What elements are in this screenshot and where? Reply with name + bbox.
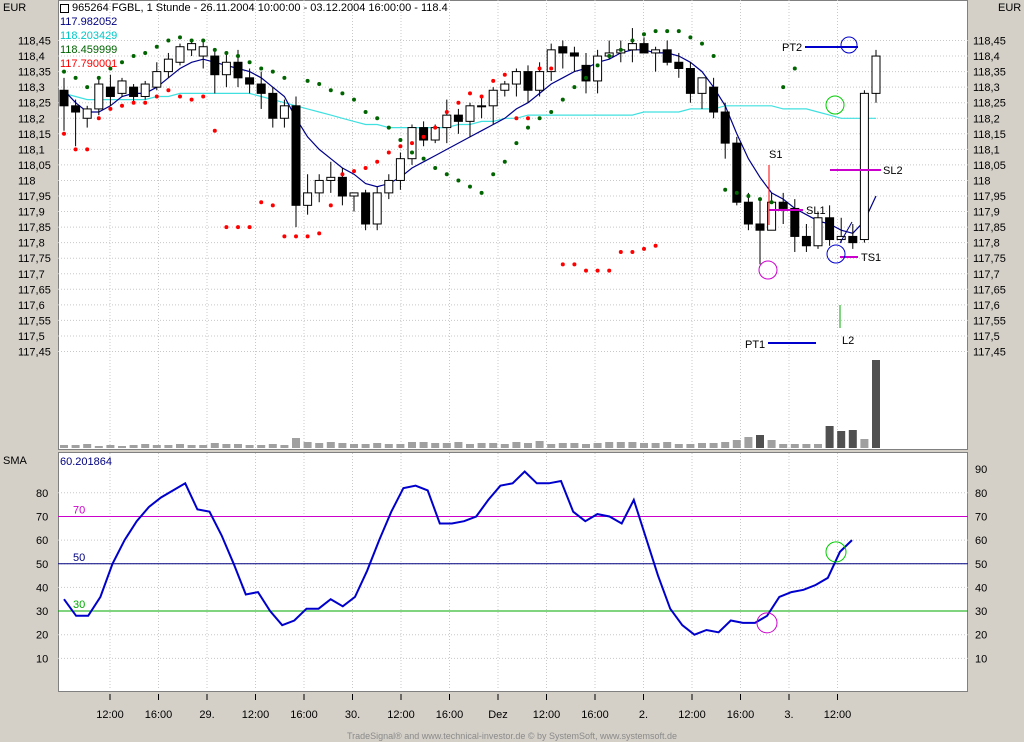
y-tick-label-right: 117,75 xyxy=(973,253,1006,265)
y-tick-label-right: 117,65 xyxy=(973,284,1006,296)
y-tick-label-right: 118,1 xyxy=(973,144,1000,156)
y-tick-label-right: 118,35 xyxy=(973,67,1006,79)
osc-tick-right: 10 xyxy=(975,653,987,665)
legend-dots-up: 118.459999 xyxy=(60,44,118,56)
y-tick-label-left: 117,75 xyxy=(18,253,51,265)
osc-tick-left: 60 xyxy=(36,535,48,547)
y-tick-label-left: 117,45 xyxy=(18,347,51,359)
y-tick-label-right: 117,55 xyxy=(973,315,1006,327)
osc-tick-right: 90 xyxy=(975,464,987,476)
y-tick-label-left: 117,65 xyxy=(18,284,51,296)
osc-tick-left: 20 xyxy=(36,630,48,642)
chart-title-row: 965264 FGBL, 1 Stunde - 26.11.2004 10:00… xyxy=(60,2,448,14)
osc-tick-left: 50 xyxy=(36,559,48,571)
y-tick-label-left: 118,35 xyxy=(18,67,51,79)
osc-tick-right: 70 xyxy=(975,511,987,523)
osc-tick-left: 10 xyxy=(36,653,48,665)
chart-title: 965264 FGBL, 1 Stunde - 26.11.2004 10:00… xyxy=(72,2,448,14)
osc-tick-right: 40 xyxy=(975,582,987,594)
y-tick-label-right: 117,95 xyxy=(973,191,1006,203)
y-tick-label-right: 117,5 xyxy=(973,331,1000,343)
y-tick-label-left: 117,6 xyxy=(18,300,45,312)
y-tick-label-left: 118,25 xyxy=(18,98,51,110)
y-tick-label-left: 118,3 xyxy=(18,82,45,94)
y-tick-label-left: 118,1 xyxy=(18,144,45,156)
osc-tick-left: 40 xyxy=(36,582,48,594)
y-tick-label-right: 117,45 xyxy=(973,347,1006,359)
currency-label-left: EUR xyxy=(3,2,27,14)
oscillator-name: SMA xyxy=(3,455,27,467)
osc-tick-right: 60 xyxy=(975,535,987,547)
y-tick-label-left: 118,45 xyxy=(18,36,51,48)
y-tick-label-right: 118,25 xyxy=(973,98,1006,110)
oscillator-pane[interactable] xyxy=(58,452,968,692)
chart-settings-icon[interactable] xyxy=(60,3,69,13)
legend-ma-slow: 118.203429 xyxy=(60,30,118,42)
legend-dots-down: 117.790001 xyxy=(60,58,118,70)
y-tick-label-left: 118,15 xyxy=(18,129,51,141)
y-tick-label-left: 117,55 xyxy=(18,315,51,327)
y-tick-label-left: 118,2 xyxy=(18,113,45,125)
osc-tick-right: 30 xyxy=(975,606,987,618)
y-tick-label-right: 117,85 xyxy=(973,222,1006,234)
y-tick-label-right: 118,4 xyxy=(973,51,1000,63)
y-tick-label-left: 117,85 xyxy=(18,222,51,234)
osc-tick-left: 30 xyxy=(36,606,48,618)
y-tick-label-right: 117,7 xyxy=(973,269,1000,281)
currency-label-right: EUR xyxy=(998,2,1022,14)
y-tick-label-right: 118,15 xyxy=(973,129,1006,141)
y-tick-label-left: 117,9 xyxy=(18,207,45,219)
y-tick-label-right: 118,05 xyxy=(973,160,1006,172)
footer-copyright: TradeSignal® and www.technical-investor.… xyxy=(346,731,678,741)
y-tick-label-right: 117,9 xyxy=(973,207,1000,219)
y-tick-label-left: 117,8 xyxy=(18,238,45,250)
price-chart-pane[interactable] xyxy=(58,0,968,450)
osc-tick-right: 20 xyxy=(975,630,987,642)
y-tick-label-left: 117,5 xyxy=(18,331,45,343)
y-tick-label-right: 117,6 xyxy=(973,300,1000,312)
osc-tick-left: 80 xyxy=(36,488,48,500)
osc-tick-right: 80 xyxy=(975,488,987,500)
y-tick-label-left: 118,4 xyxy=(18,51,45,63)
y-tick-label-right: 118 xyxy=(973,175,991,187)
osc-tick-left: 70 xyxy=(36,511,48,523)
y-tick-label-left: 118,05 xyxy=(18,160,51,172)
y-tick-label-left: 117,7 xyxy=(18,269,45,281)
y-tick-label-right: 117,8 xyxy=(973,238,1000,250)
y-tick-label-left: 117,95 xyxy=(18,191,51,203)
y-tick-label-right: 118,45 xyxy=(973,36,1006,48)
time-axis[interactable] xyxy=(58,694,968,728)
legend-ma-fast: 117.982052 xyxy=(60,16,118,28)
y-tick-label-right: 118,2 xyxy=(973,113,1000,125)
osc-tick-right: 50 xyxy=(975,559,987,571)
y-tick-label-right: 118,3 xyxy=(973,82,1000,94)
oscillator-value: 60.201864 xyxy=(60,456,112,468)
y-tick-label-left: 118 xyxy=(18,175,36,187)
